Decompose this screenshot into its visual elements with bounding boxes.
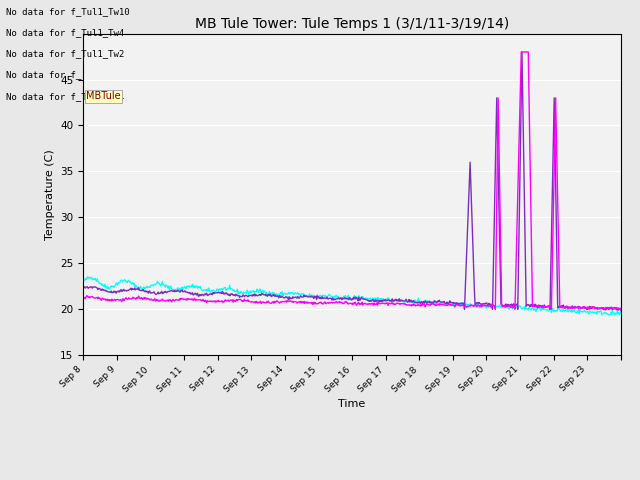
Tul1_Ts-16cm xyxy=(288,296,296,301)
Tul1_Ts-16cm xyxy=(268,294,276,300)
Text: MBTule: MBTule xyxy=(86,91,121,101)
Tul1_Ts-16cm xyxy=(518,49,526,55)
Tul1_Ts-8cm xyxy=(408,300,416,305)
Tul1_Ts-32cm xyxy=(408,303,415,309)
Tul1_Ts-16cm xyxy=(438,300,445,305)
Y-axis label: Temperature (C): Temperature (C) xyxy=(45,149,54,240)
Tul1_Ts-8cm xyxy=(605,312,613,318)
Line: Tul1_Ts-16cm: Tul1_Ts-16cm xyxy=(83,52,621,310)
Line: Tul1_Ts-32cm: Tul1_Ts-32cm xyxy=(83,52,621,310)
X-axis label: Time: Time xyxy=(339,399,365,409)
Tul1_Ts-32cm xyxy=(614,307,622,312)
Tul1_Ts-8cm xyxy=(79,278,87,284)
Tul1_Ts-8cm xyxy=(617,309,625,315)
Tul1_Ts-32cm xyxy=(617,305,625,311)
Tul1_Ts-8cm xyxy=(269,289,276,295)
Tul1_Ts-32cm xyxy=(438,302,445,308)
Text: No data for f_Tul1_Tw4: No data for f_Tul1_Tw4 xyxy=(6,28,125,37)
Text: No data for f_Tul1_Tw10: No data for f_Tul1_Tw10 xyxy=(6,7,130,16)
Line: Tul1_Ts-8cm: Tul1_Ts-8cm xyxy=(83,277,621,315)
Tul1_Ts-32cm xyxy=(79,294,87,300)
Tul1_Ts-32cm xyxy=(143,296,150,302)
Tul1_Ts-8cm xyxy=(84,274,92,280)
Text: No data for f_: No data for f_ xyxy=(6,71,82,80)
Tul1_Ts-32cm xyxy=(268,300,276,306)
Tul1_Ts-16cm xyxy=(241,293,249,299)
Text: No data for f_Tul1_Tw2: No data for f_Tul1_Tw2 xyxy=(6,49,125,59)
Tul1_Ts-8cm xyxy=(242,289,250,295)
Tul1_Ts-8cm xyxy=(289,290,296,296)
Tul1_Ts-32cm xyxy=(241,298,249,304)
Tul1_Ts-16cm xyxy=(143,289,150,295)
Tul1_Ts-16cm xyxy=(79,286,87,291)
Title: MB Tule Tower: Tule Temps 1 (3/1/11-3/19/14): MB Tule Tower: Tule Temps 1 (3/1/11-3/19… xyxy=(195,17,509,31)
Tul1_Ts-16cm xyxy=(408,298,415,303)
Text: No data for f_Tul1_Is4: No data for f_Tul1_Is4 xyxy=(6,92,125,101)
Tul1_Ts-8cm xyxy=(438,301,446,307)
Tul1_Ts-32cm xyxy=(288,299,296,305)
Tul1_Ts-8cm xyxy=(143,283,151,289)
Tul1_Ts-16cm xyxy=(617,307,625,313)
Tul1_Ts-32cm xyxy=(517,49,525,55)
